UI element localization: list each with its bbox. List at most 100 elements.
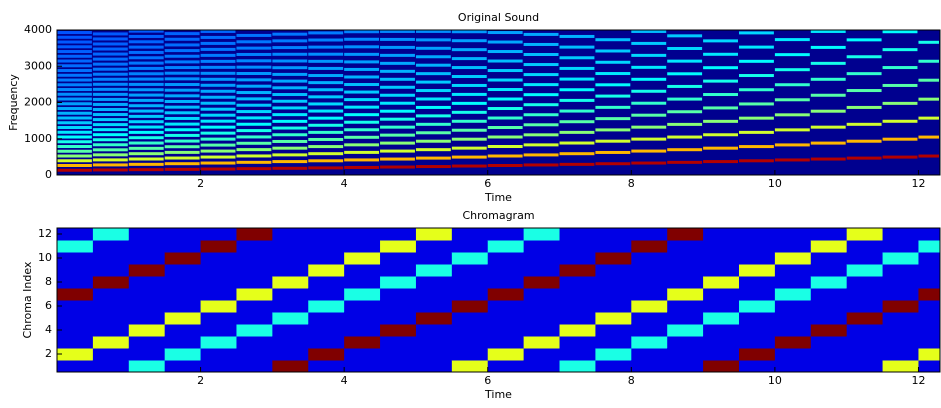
cell: [487, 348, 525, 361]
harmonic: [559, 45, 595, 49]
harmonic: [559, 120, 595, 124]
cell: [846, 240, 884, 253]
y-tick-label: 6: [45, 299, 52, 312]
cell: [308, 240, 345, 253]
cell: [272, 228, 309, 241]
harmonic: [57, 116, 92, 120]
y-tick-label: 3000: [24, 59, 52, 72]
cell: [523, 336, 561, 349]
harmonic: [415, 139, 451, 143]
harmonic: [164, 60, 200, 64]
cell: [559, 240, 596, 253]
harmonic: [200, 41, 236, 45]
harmonic: [164, 162, 200, 166]
cell: [57, 276, 94, 289]
cell: [703, 360, 740, 373]
harmonic: [487, 164, 523, 168]
harmonic: [128, 66, 164, 70]
harmonic: [487, 135, 523, 139]
cell: [595, 288, 632, 301]
cell: [451, 228, 489, 241]
harmonic: [810, 77, 846, 81]
harmonic: [200, 149, 236, 153]
cell: [92, 276, 130, 289]
harmonic: [631, 89, 667, 93]
cell: [487, 312, 525, 325]
harmonic: [344, 90, 380, 94]
y-tick-label: 4: [45, 323, 52, 336]
cell: [92, 252, 130, 265]
harmonic: [308, 130, 344, 134]
harmonic: [92, 138, 128, 142]
y-tick-label: 2: [45, 347, 52, 360]
harmonic: [918, 135, 939, 139]
harmonic: [308, 74, 344, 78]
harmonic: [164, 105, 200, 109]
harmonic: [774, 143, 810, 147]
harmonic: [667, 72, 703, 76]
cell: [774, 276, 812, 289]
cell: [523, 228, 561, 241]
harmonic: [272, 32, 308, 36]
harmonic: [57, 35, 92, 39]
harmonic: [308, 88, 344, 92]
cell: [415, 228, 453, 241]
cell: [164, 324, 202, 337]
cell: [164, 252, 202, 265]
cell: [200, 300, 237, 313]
harmonic: [344, 158, 380, 162]
cell: [344, 264, 381, 277]
harmonic: [703, 160, 738, 164]
cell: [595, 252, 632, 265]
cell: [810, 240, 848, 253]
x-tick-label: 4: [341, 177, 348, 190]
cell: [344, 324, 381, 337]
harmonic: [559, 66, 595, 70]
harmonic: [200, 113, 236, 117]
cell: [882, 240, 919, 253]
harmonic: [92, 52, 128, 56]
harmonic: [595, 60, 631, 64]
harmonic: [487, 154, 523, 158]
harmonic: [272, 86, 308, 90]
harmonic: [703, 146, 738, 150]
cell: [703, 336, 740, 349]
plot-frame: [56, 227, 941, 373]
harmonic: [523, 143, 559, 147]
cell: [703, 264, 740, 277]
harmonic: [272, 79, 308, 83]
cell: [415, 264, 453, 277]
harmonic: [164, 150, 200, 154]
harmonic: [200, 107, 236, 111]
harmonic: [774, 38, 810, 42]
cell: [559, 348, 596, 361]
harmonic: [559, 56, 595, 60]
cell: [523, 264, 561, 277]
harmonic: [595, 150, 631, 154]
harmonic: [200, 47, 236, 51]
cell: [846, 288, 884, 301]
harmonic: [308, 116, 344, 120]
harmonic: [667, 122, 703, 126]
cell: [57, 324, 94, 337]
cell: [344, 312, 381, 325]
harmonic: [57, 164, 92, 168]
harmonic: [164, 116, 200, 120]
cell: [272, 252, 309, 265]
harmonic: [882, 155, 918, 159]
harmonic: [200, 101, 236, 105]
cell: [380, 360, 417, 373]
harmonic: [128, 77, 164, 81]
cell: [774, 264, 812, 277]
harmonic: [92, 128, 128, 132]
harmonic: [738, 102, 774, 106]
cell: [128, 348, 166, 361]
harmonic: [164, 122, 200, 126]
cell: [559, 300, 596, 313]
x-tick-label: 4: [341, 374, 348, 387]
cell: [738, 240, 776, 253]
cell: [487, 276, 525, 289]
harmonic: [451, 75, 487, 79]
cell: [631, 336, 668, 349]
harmonic: [738, 31, 774, 35]
